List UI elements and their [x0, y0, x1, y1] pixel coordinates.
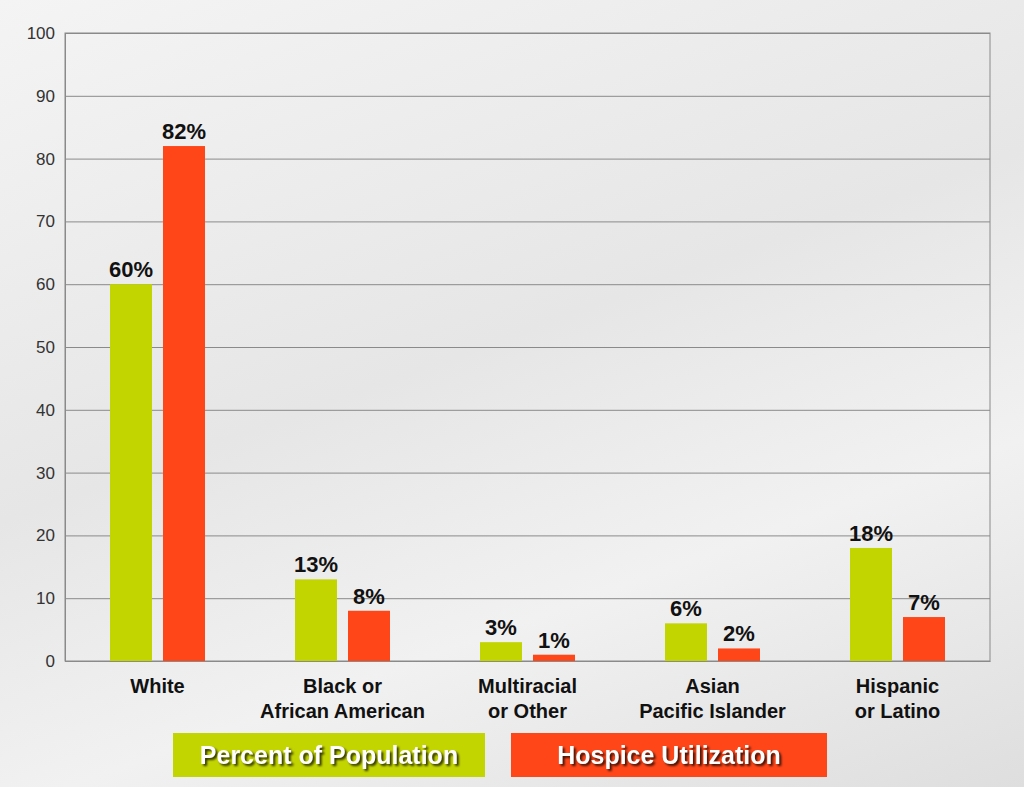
bar — [110, 284, 152, 661]
bar — [480, 642, 522, 661]
data-label: 8% — [353, 584, 385, 609]
x-tick-label-line: Asian — [685, 675, 739, 697]
y-tick-label: 80 — [36, 150, 55, 169]
x-tick-label-line: or Other — [488, 700, 567, 722]
legend-item: Hospice Utilization — [511, 733, 827, 777]
y-tick: 90 — [36, 87, 990, 106]
plot: 0 10 20 30 40 50 60 70 80 90 100 White Black or Afric… — [27, 24, 991, 722]
x-tick-label-line: Multiracial — [478, 675, 577, 697]
legend-label: Percent of Population — [200, 741, 458, 769]
grid-line — [65, 96, 990, 97]
plot-frame — [65, 33, 990, 661]
x-tick: White — [130, 661, 184, 697]
x-axis-line — [66, 661, 991, 662]
x-tick-label-line: White — [130, 675, 184, 697]
bar — [295, 579, 337, 661]
y-tick-label: 20 — [36, 526, 55, 545]
bar — [533, 655, 575, 661]
data-labels: 60% 13% 3% 6% 18% 82% 8% 1% 2% 7% — [109, 119, 940, 653]
x-tick-label: White — [130, 675, 184, 697]
y-tick-label: 40 — [36, 401, 55, 420]
bars — [110, 146, 945, 661]
y-tick-label: 50 — [36, 338, 55, 357]
x-tick-label-line: African American — [260, 700, 425, 722]
bar — [850, 548, 892, 661]
y-tick: 100 — [27, 24, 990, 43]
y-tick-label: 10 — [36, 589, 55, 608]
bar — [665, 623, 707, 661]
bar — [348, 611, 390, 661]
x-tick-label-line: Hispanic — [856, 675, 939, 697]
x-tick: Hispanic or Latino — [855, 661, 941, 722]
data-label: 60% — [109, 257, 153, 282]
x-tick-label: Asian Pacific Islander — [639, 675, 786, 722]
y-tick-label: 0 — [46, 652, 55, 671]
x-tick: Black or African American — [260, 661, 425, 722]
y-tick-label: 100 — [27, 24, 55, 43]
y-axis: 0 10 20 30 40 50 60 70 80 90 100 — [27, 24, 990, 671]
x-tick-label: Multiracial or Other — [478, 675, 577, 722]
legend-swatch — [173, 733, 485, 777]
bar — [163, 146, 205, 661]
x-tick: Multiracial or Other — [478, 661, 577, 722]
x-tick-label: Black or African American — [260, 675, 425, 722]
data-label: 7% — [908, 590, 940, 615]
x-tick-label: Hispanic or Latino — [855, 675, 941, 722]
legend-item: Percent of Population — [173, 733, 485, 777]
y-tick-label: 90 — [36, 87, 55, 106]
data-label: 6% — [670, 596, 702, 621]
x-tick-label-line: Black or — [303, 675, 382, 697]
data-label: 13% — [294, 552, 338, 577]
x-tick: Asian Pacific Islander — [639, 661, 786, 722]
grid-line — [65, 33, 990, 34]
x-axis: White Black or African American Multiracial… — [66, 661, 991, 722]
data-label: 1% — [538, 628, 570, 653]
x-tick-label-line: or Latino — [855, 700, 941, 722]
data-label: 2% — [723, 621, 755, 646]
y-tick-label: 30 — [36, 464, 55, 483]
legend-swatch — [511, 733, 827, 777]
data-label: 18% — [849, 521, 893, 546]
bar — [718, 648, 760, 661]
x-tick-label-line: Pacific Islander — [639, 700, 786, 722]
y-tick-label: 60 — [36, 275, 55, 294]
bar — [903, 617, 945, 661]
legend: Percent of Population Hospice Utilization — [173, 733, 827, 777]
y-tick-label: 70 — [36, 212, 55, 231]
legend-label: Hospice Utilization — [557, 741, 781, 769]
chart: 0 10 20 30 40 50 60 70 80 90 100 White Black or Afric… — [0, 0, 1024, 787]
data-label: 82% — [162, 119, 206, 144]
grid-line — [65, 661, 990, 662]
data-label: 3% — [485, 615, 517, 640]
